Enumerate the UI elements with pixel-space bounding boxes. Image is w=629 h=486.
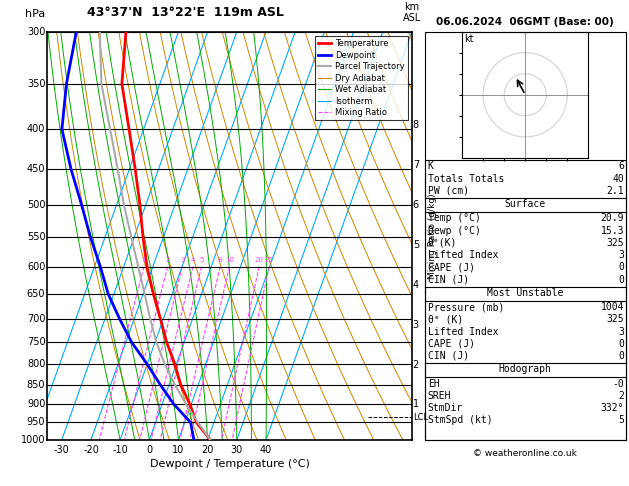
Text: 6: 6 xyxy=(413,200,419,210)
Text: 2: 2 xyxy=(618,391,624,401)
Text: Temp (°C): Temp (°C) xyxy=(428,213,481,224)
Text: 10: 10 xyxy=(172,445,185,455)
Text: 2.1: 2.1 xyxy=(606,186,624,196)
Text: StmSpd (kt): StmSpd (kt) xyxy=(428,415,493,425)
Text: Most Unstable: Most Unstable xyxy=(487,288,564,298)
Text: 325: 325 xyxy=(606,314,624,324)
Text: kt: kt xyxy=(465,34,474,44)
Text: 43°37'N  13°22'E  119m ASL: 43°37'N 13°22'E 119m ASL xyxy=(87,6,284,19)
Text: © weatheronline.co.uk: © weatheronline.co.uk xyxy=(473,449,577,458)
Text: 5: 5 xyxy=(618,415,624,425)
Text: Lifted Index: Lifted Index xyxy=(428,250,498,260)
Text: 500: 500 xyxy=(27,200,45,210)
Legend: Temperature, Dewpoint, Parcel Trajectory, Dry Adiabat, Wet Adiabat, Isotherm, Mi: Temperature, Dewpoint, Parcel Trajectory… xyxy=(315,36,408,121)
Text: Lifted Index: Lifted Index xyxy=(428,327,498,336)
Text: 850: 850 xyxy=(27,380,45,390)
Text: 20: 20 xyxy=(201,445,214,455)
Text: 3: 3 xyxy=(413,320,419,330)
Text: 25: 25 xyxy=(265,258,274,263)
Text: 325: 325 xyxy=(606,238,624,248)
Text: θᵉ(K): θᵉ(K) xyxy=(428,238,457,248)
Text: 700: 700 xyxy=(27,314,45,324)
Text: 4: 4 xyxy=(413,280,419,290)
Text: 650: 650 xyxy=(27,289,45,299)
Text: 40: 40 xyxy=(612,174,624,184)
Text: StmDir: StmDir xyxy=(428,403,463,413)
Text: 450: 450 xyxy=(27,164,45,174)
Text: EH: EH xyxy=(428,379,440,388)
Text: LCL: LCL xyxy=(413,413,428,421)
Text: 350: 350 xyxy=(27,79,45,89)
Text: 1004: 1004 xyxy=(601,302,624,312)
Text: 7: 7 xyxy=(413,160,419,170)
Text: 800: 800 xyxy=(27,359,45,369)
Text: CIN (J): CIN (J) xyxy=(428,351,469,361)
Text: -30: -30 xyxy=(54,445,70,455)
Text: 3: 3 xyxy=(618,327,624,336)
Text: km
ASL: km ASL xyxy=(403,2,421,23)
Text: 550: 550 xyxy=(26,232,45,242)
Text: 3: 3 xyxy=(180,258,184,263)
Text: Totals Totals: Totals Totals xyxy=(428,174,504,184)
Text: SREH: SREH xyxy=(428,391,451,401)
Text: Hodograph: Hodograph xyxy=(499,364,552,374)
Text: 5: 5 xyxy=(199,258,204,263)
Text: hPa: hPa xyxy=(25,9,45,19)
Text: 5: 5 xyxy=(413,240,419,250)
Text: 0: 0 xyxy=(618,275,624,285)
Text: 10: 10 xyxy=(225,258,234,263)
Text: PW (cm): PW (cm) xyxy=(428,186,469,196)
Text: 20.9: 20.9 xyxy=(601,213,624,224)
Text: 0: 0 xyxy=(618,351,624,361)
Text: 6: 6 xyxy=(618,161,624,172)
Text: 400: 400 xyxy=(27,124,45,134)
X-axis label: Dewpoint / Temperature (°C): Dewpoint / Temperature (°C) xyxy=(150,459,309,469)
Text: 06.06.2024  06GMT (Base: 00): 06.06.2024 06GMT (Base: 00) xyxy=(437,17,614,27)
Text: 750: 750 xyxy=(26,337,45,347)
Text: 8: 8 xyxy=(218,258,223,263)
Text: 332°: 332° xyxy=(601,403,624,413)
Text: 30: 30 xyxy=(231,445,243,455)
Text: 1: 1 xyxy=(142,258,146,263)
Text: 0: 0 xyxy=(147,445,152,455)
Text: 40: 40 xyxy=(260,445,272,455)
Text: 2: 2 xyxy=(413,360,419,369)
Text: Surface: Surface xyxy=(504,199,546,209)
Text: 3: 3 xyxy=(618,250,624,260)
Text: CAPE (J): CAPE (J) xyxy=(428,262,475,272)
Text: 0: 0 xyxy=(618,339,624,349)
Text: 0: 0 xyxy=(618,262,624,272)
Text: 1000: 1000 xyxy=(21,435,45,445)
Text: 600: 600 xyxy=(27,261,45,272)
Text: K: K xyxy=(428,161,433,172)
Text: Mixing Ratio (g/kg): Mixing Ratio (g/kg) xyxy=(428,193,437,278)
Text: θᵉ (K): θᵉ (K) xyxy=(428,314,463,324)
Text: 8: 8 xyxy=(413,120,419,130)
Text: 20: 20 xyxy=(255,258,264,263)
Text: Dewp (°C): Dewp (°C) xyxy=(428,226,481,236)
Text: 300: 300 xyxy=(27,27,45,36)
Text: -20: -20 xyxy=(83,445,99,455)
Text: CIN (J): CIN (J) xyxy=(428,275,469,285)
Text: CAPE (J): CAPE (J) xyxy=(428,339,475,349)
Text: -10: -10 xyxy=(112,445,128,455)
Text: Pressure (mb): Pressure (mb) xyxy=(428,302,504,312)
Text: 2: 2 xyxy=(165,258,170,263)
Text: 900: 900 xyxy=(27,399,45,409)
Text: 1: 1 xyxy=(413,399,419,409)
Text: -0: -0 xyxy=(612,379,624,388)
Text: 15.3: 15.3 xyxy=(601,226,624,236)
Text: 4: 4 xyxy=(191,258,195,263)
Text: 950: 950 xyxy=(27,417,45,428)
